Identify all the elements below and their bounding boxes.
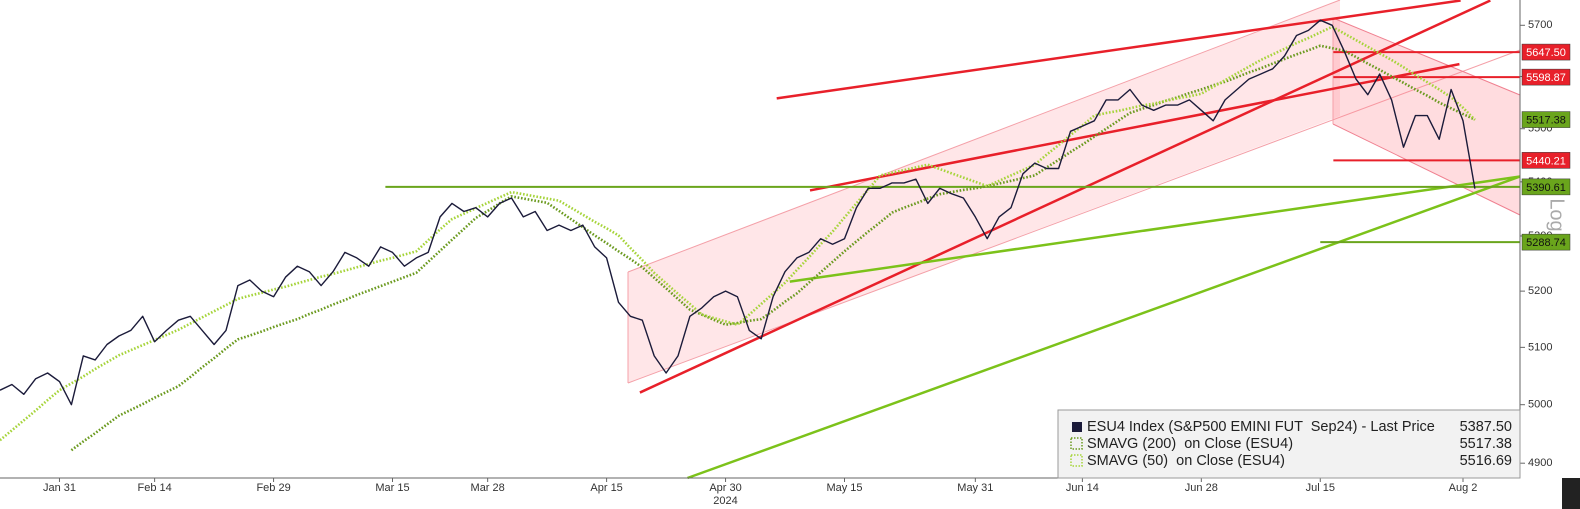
price-line [0,19,1476,406]
level-box [1521,233,1571,251]
x-tick-label: Jul 15 [1306,482,1335,494]
x-tick-label: Mar 28 [471,482,505,494]
x-tick-label: May 31 [957,482,993,494]
legend-label: ESU4 Index (S&P500 EMINI FUT Sep24) - La… [1087,419,1435,435]
legend-box [1057,409,1521,479]
level-box [1521,178,1571,196]
trendline [639,0,1491,394]
y-tick-label: 5100 [1528,341,1552,353]
channel-edge [627,49,1521,384]
legend-swatch [1070,437,1083,450]
plot-area [0,0,1521,480]
channel-edge [627,0,1341,273]
trendline [789,175,1521,283]
trendline [687,175,1521,480]
trendline [809,62,1460,192]
sma-line [0,25,1476,442]
y-tick-label: 4900 [1528,457,1552,469]
axes: 490050005100520053005400550056005700Jan … [43,19,1571,507]
x-tick-label: Aug 2 [1449,482,1478,494]
level-label: 5598.87 [1526,72,1566,84]
x-tick-label: Jun 14 [1066,482,1099,494]
x-tick-label: Jan 31 [43,482,76,494]
level-label: 5390.61 [1526,182,1566,194]
x-sublabel: 2024 [713,495,737,507]
y-tick-label: 5000 [1528,399,1552,411]
legend-swatch [1070,454,1083,467]
legend-value: 5516.69 [1460,453,1512,469]
y-tick-label: 5200 [1528,285,1552,297]
x-tick-label: Apr 15 [590,482,622,494]
level-box [1521,68,1571,86]
sma-line [70,44,1476,452]
x-tick-label: Jun 28 [1185,482,1218,494]
legend-value: 5517.38 [1460,436,1512,452]
level-label: 5440.21 [1526,155,1566,167]
legend-value: 5387.50 [1460,419,1512,435]
channel-edge [1332,123,1521,216]
legend-swatch [1072,422,1082,432]
y-tick-label: 5700 [1528,19,1552,31]
x-tick-label: Feb 14 [138,482,172,494]
legend: ESU4 Index (S&P500 EMINI FUT Sep24) - La… [1057,409,1521,479]
channel [1333,18,1520,215]
level-box [1521,152,1571,169]
legend-label: SMAVG (50) on Close (ESU4) [1087,453,1285,469]
trendline [776,0,1461,100]
x-tick-label: Feb 29 [256,482,290,494]
level-label: 5517.38 [1526,114,1566,126]
level-box [1521,111,1571,128]
x-tick-label: Mar 15 [375,482,409,494]
corner-icon [1562,478,1580,509]
x-tick-label: Apr 30 [709,482,741,494]
axis-note: Log [1546,198,1568,231]
x-tick-label: May 15 [826,482,862,494]
level-label: 5647.50 [1526,47,1566,59]
channel-edge [1332,17,1521,96]
legend-label: SMAVG (200) on Close (ESU4) [1087,436,1293,452]
channel [628,0,1340,383]
level-box [1521,43,1571,61]
level-label: 5288.74 [1526,237,1566,249]
